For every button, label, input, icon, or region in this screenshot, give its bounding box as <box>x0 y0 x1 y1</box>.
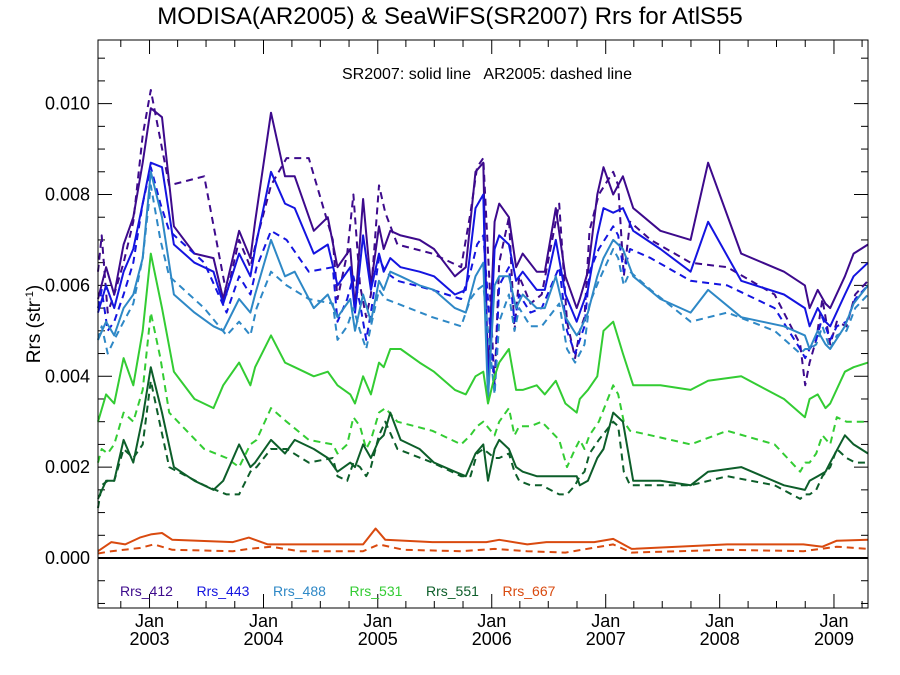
y-tick-labels: 0.000 0.002 0.004 0.006 0.008 0.010 <box>45 94 90 568</box>
legend-entry-rrs-531: Rrs_531 <box>350 583 403 599</box>
series-rrs-667-dashed <box>97 543 869 555</box>
x-tick-year: 2009 <box>814 629 854 649</box>
x-tick-month: Jan <box>819 611 848 631</box>
legend-entry-rrs-443: Rrs_443 <box>197 583 250 599</box>
y-tick-label: 0.000 <box>45 548 90 568</box>
series-rrs-551-solid <box>97 366 869 500</box>
series-lines <box>97 89 869 555</box>
line-style-annotation: SR2007: solid line AR2005: dashed line <box>342 66 632 83</box>
x-tick-year: 2008 <box>700 629 740 649</box>
x-tick-month: Jan <box>249 611 278 631</box>
series-rrs-443-solid <box>97 161 869 396</box>
x-tick-year: 2003 <box>129 629 169 649</box>
legend-entry-rrs-551: Rrs_551 <box>426 583 479 599</box>
legend-entry-rrs-667: Rrs_667 <box>503 583 556 599</box>
x-tick-month: Jan <box>363 611 392 631</box>
series-rrs-531-solid <box>97 252 869 422</box>
series-rrs-551-dashed <box>97 379 868 509</box>
series-rrs-443-dashed <box>97 166 869 391</box>
x-tick-year: 2006 <box>472 629 512 649</box>
series-rrs-488-dashed <box>97 184 869 396</box>
y-tick-label: 0.006 <box>45 275 90 295</box>
x-tick-year: 2005 <box>358 629 398 649</box>
legend-entry-rrs-412: Rrs_412 <box>120 583 173 599</box>
x-tick-year: 2004 <box>243 629 283 649</box>
y-tick-label: 0.004 <box>45 366 90 386</box>
legend-entry-rrs-488: Rrs_488 <box>273 583 326 599</box>
x-tick-year: 2007 <box>586 629 626 649</box>
x-tick-month: Jan <box>135 611 164 631</box>
y-tick-label: 0.010 <box>45 94 90 114</box>
y-tick-label: 0.002 <box>45 457 90 477</box>
series-rrs-667-solid <box>97 527 869 553</box>
x-tick-month: Jan <box>705 611 734 631</box>
series-rrs-412-solid <box>97 107 869 382</box>
series-rrs-412-dashed <box>97 89 869 387</box>
plot-frame <box>97 39 869 609</box>
x-tick-labels: Jan2003Jan2004Jan2005Jan2006Jan2007Jan20… <box>129 611 853 649</box>
x-tick-month: Jan <box>477 611 506 631</box>
chart-title: MODISA(AR2005) & SeaWiFS(SR2007) Rrs for… <box>157 3 743 30</box>
y-axis-label: Rrs (str-1) <box>24 285 45 363</box>
axes-ticks <box>98 40 868 608</box>
series-rrs-531-dashed <box>97 311 868 473</box>
legend: Rrs_412 Rrs_443 Rrs_488 Rrs_531 Rrs_551 Rrs_6… <box>120 583 556 599</box>
x-tick-month: Jan <box>591 611 620 631</box>
y-tick-label: 0.008 <box>45 184 90 204</box>
